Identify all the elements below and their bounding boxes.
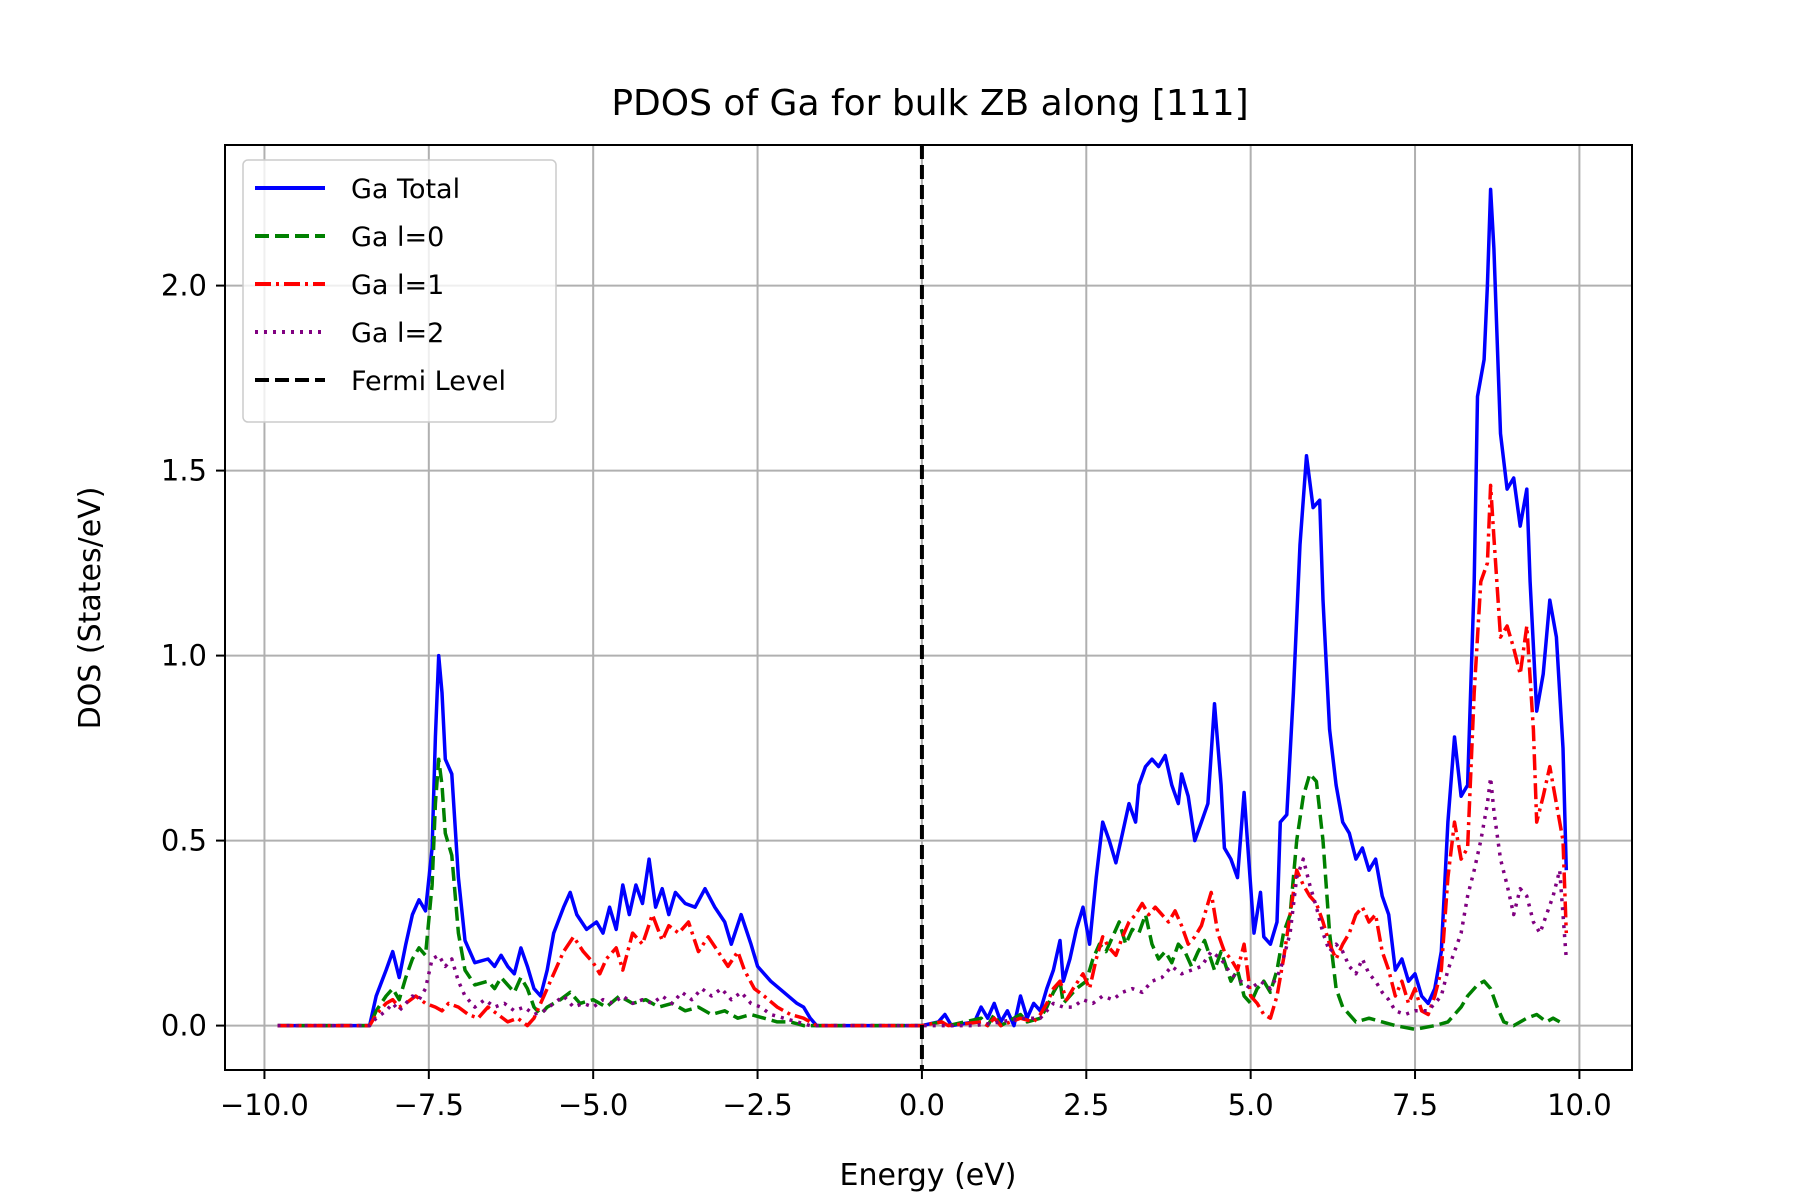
legend-label-ga-l-2: Ga l=2 (351, 318, 444, 349)
y-tick-label: 2.0 (161, 269, 207, 303)
x-tick-label: −5.0 (558, 1088, 628, 1122)
series-line-ga-l-0 (277, 757, 1561, 1032)
y-tick-label: 0.5 (161, 824, 207, 858)
x-tick-label: 10.0 (1547, 1088, 1612, 1122)
x-tick-label: 2.5 (1063, 1088, 1109, 1122)
legend-label-ga-l-0: Ga l=0 (351, 222, 444, 253)
y-axis-label: DOS (States/eV) (73, 487, 108, 730)
x-tick-label: 5.0 (1228, 1088, 1274, 1122)
legend-label-ga-l-1: Ga l=1 (351, 270, 444, 301)
series-line-ga-l-1 (277, 483, 1569, 1028)
legend-label-fermi-level: Fermi Level (351, 366, 506, 397)
x-axis-label: Energy (eV) (840, 1158, 1017, 1193)
legend-label-ga-total: Ga Total (351, 174, 460, 205)
y-tick-label: 0.0 (161, 1009, 207, 1043)
series-layer (277, 145, 1569, 1070)
chart-title: PDOS of Ga for bulk ZB along [111] (611, 83, 1248, 124)
x-tick-label: −10.0 (220, 1088, 309, 1122)
y-ticks: 0.0 0.5 1.0 1.5 2.0 (161, 269, 225, 1043)
series-line-ga-total (277, 187, 1569, 1028)
plot-frame (224, 144, 1633, 1071)
legend-frame (242, 159, 557, 423)
x-ticks: −10.0 −7.5 −5.0 −2.5 0.0 2.5 5.0 7.5 10.0 (220, 1070, 1612, 1122)
y-tick-label: 1.5 (161, 454, 207, 488)
legend: Ga Total Ga l=0 Ga l=1 Ga l=2 Fermi Level (242, 159, 557, 423)
series-line-ga-l-2 (277, 775, 1569, 1028)
x-tick-label: 7.5 (1392, 1088, 1438, 1122)
x-tick-label: 0.0 (899, 1088, 945, 1122)
x-tick-label: −2.5 (722, 1088, 792, 1122)
y-tick-label: 1.0 (161, 639, 207, 673)
x-tick-label: −7.5 (394, 1088, 464, 1122)
